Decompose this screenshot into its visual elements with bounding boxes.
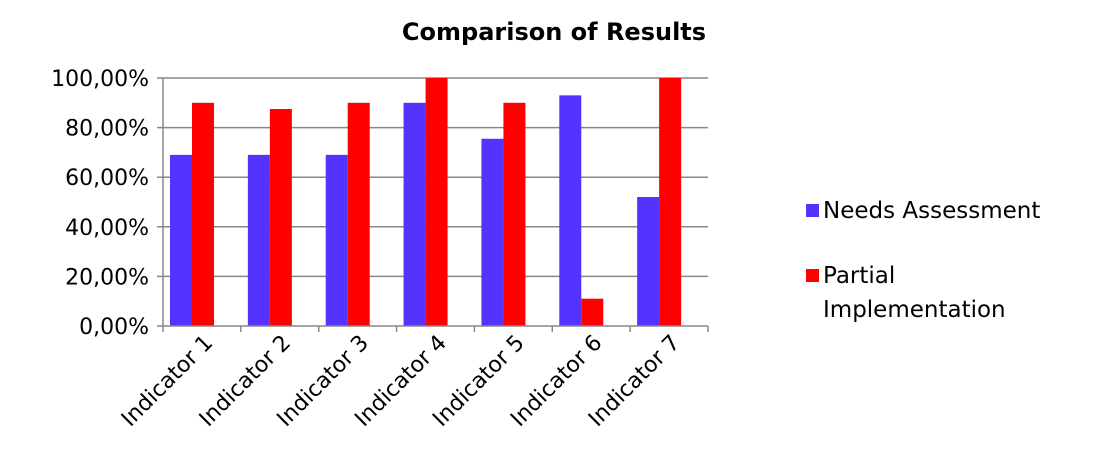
- bar-partial-implementation: [581, 298, 604, 326]
- y-axis-ticks: 0,00% 20,00% 40,00% 60,00% 80,00% 100,00%: [51, 67, 163, 340]
- y-tick-label: 80,00%: [65, 117, 149, 142]
- legend-label: Needs Assessment: [823, 198, 1040, 224]
- y-tick-label: 20,00%: [65, 265, 149, 290]
- bar-needs-assessment: [325, 154, 348, 326]
- y-tick-label: 0,00%: [79, 315, 149, 340]
- bar-partial-implementation: [659, 78, 682, 326]
- legend-swatch: [806, 269, 819, 282]
- y-tick-label: 60,00%: [65, 166, 149, 191]
- bar-partial-implementation: [192, 102, 214, 326]
- bar-needs-assessment: [559, 95, 582, 326]
- bar-partial-implementation: [425, 78, 448, 326]
- bar-needs-assessment: [481, 138, 504, 326]
- bar-partial-implementation: [269, 109, 292, 326]
- y-tick-label: 40,00%: [65, 216, 149, 241]
- bar-needs-assessment: [170, 154, 192, 326]
- axes: [162, 78, 708, 327]
- legend-label: Implementation: [823, 297, 1006, 323]
- y-tick-label: 100,00%: [51, 67, 149, 92]
- bar-partial-implementation: [347, 102, 370, 326]
- bar-needs-assessment: [247, 154, 270, 326]
- legend-swatch: [806, 204, 819, 217]
- chart-title: Comparison of Results: [402, 18, 706, 46]
- legend: Needs Assessment Partial Implementation: [806, 198, 1040, 323]
- bar-partial-implementation: [503, 102, 526, 326]
- bars: [170, 78, 682, 326]
- bar-needs-assessment: [403, 102, 426, 326]
- legend-label: Partial: [823, 263, 895, 289]
- bar-needs-assessment: [637, 197, 660, 326]
